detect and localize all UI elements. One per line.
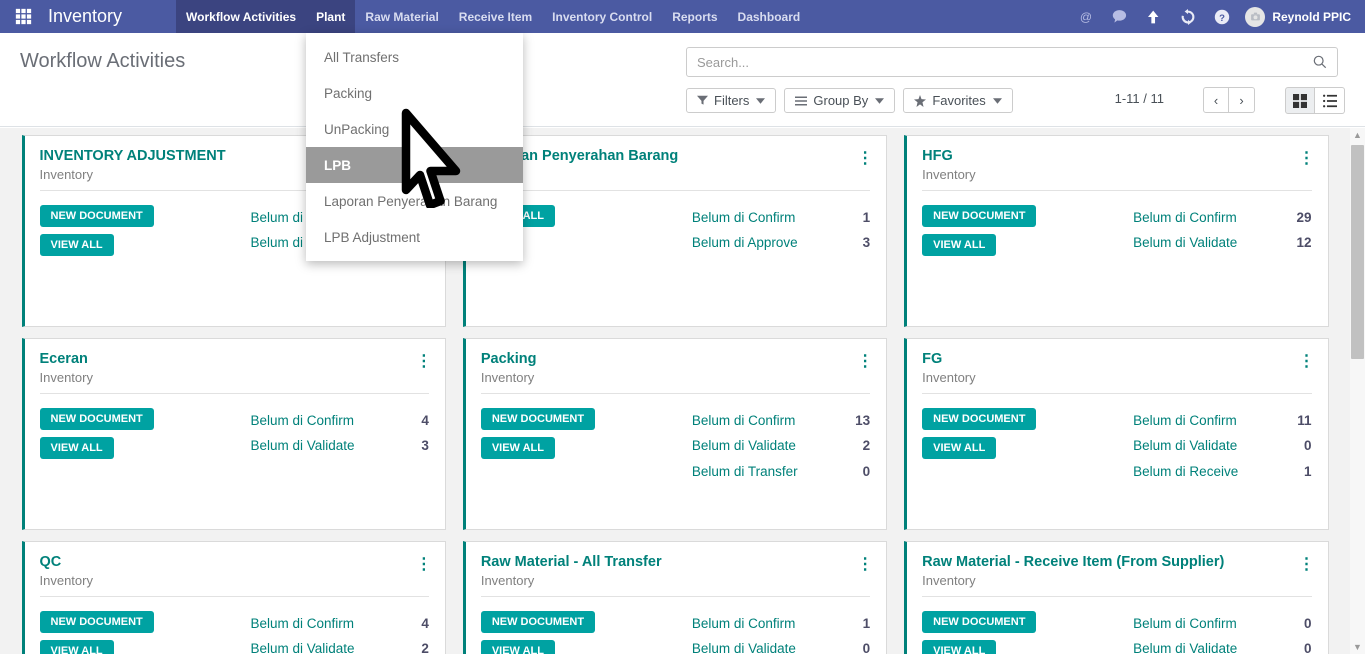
svg-text:@: @	[1080, 10, 1092, 24]
svg-text:?: ?	[1219, 12, 1225, 23]
